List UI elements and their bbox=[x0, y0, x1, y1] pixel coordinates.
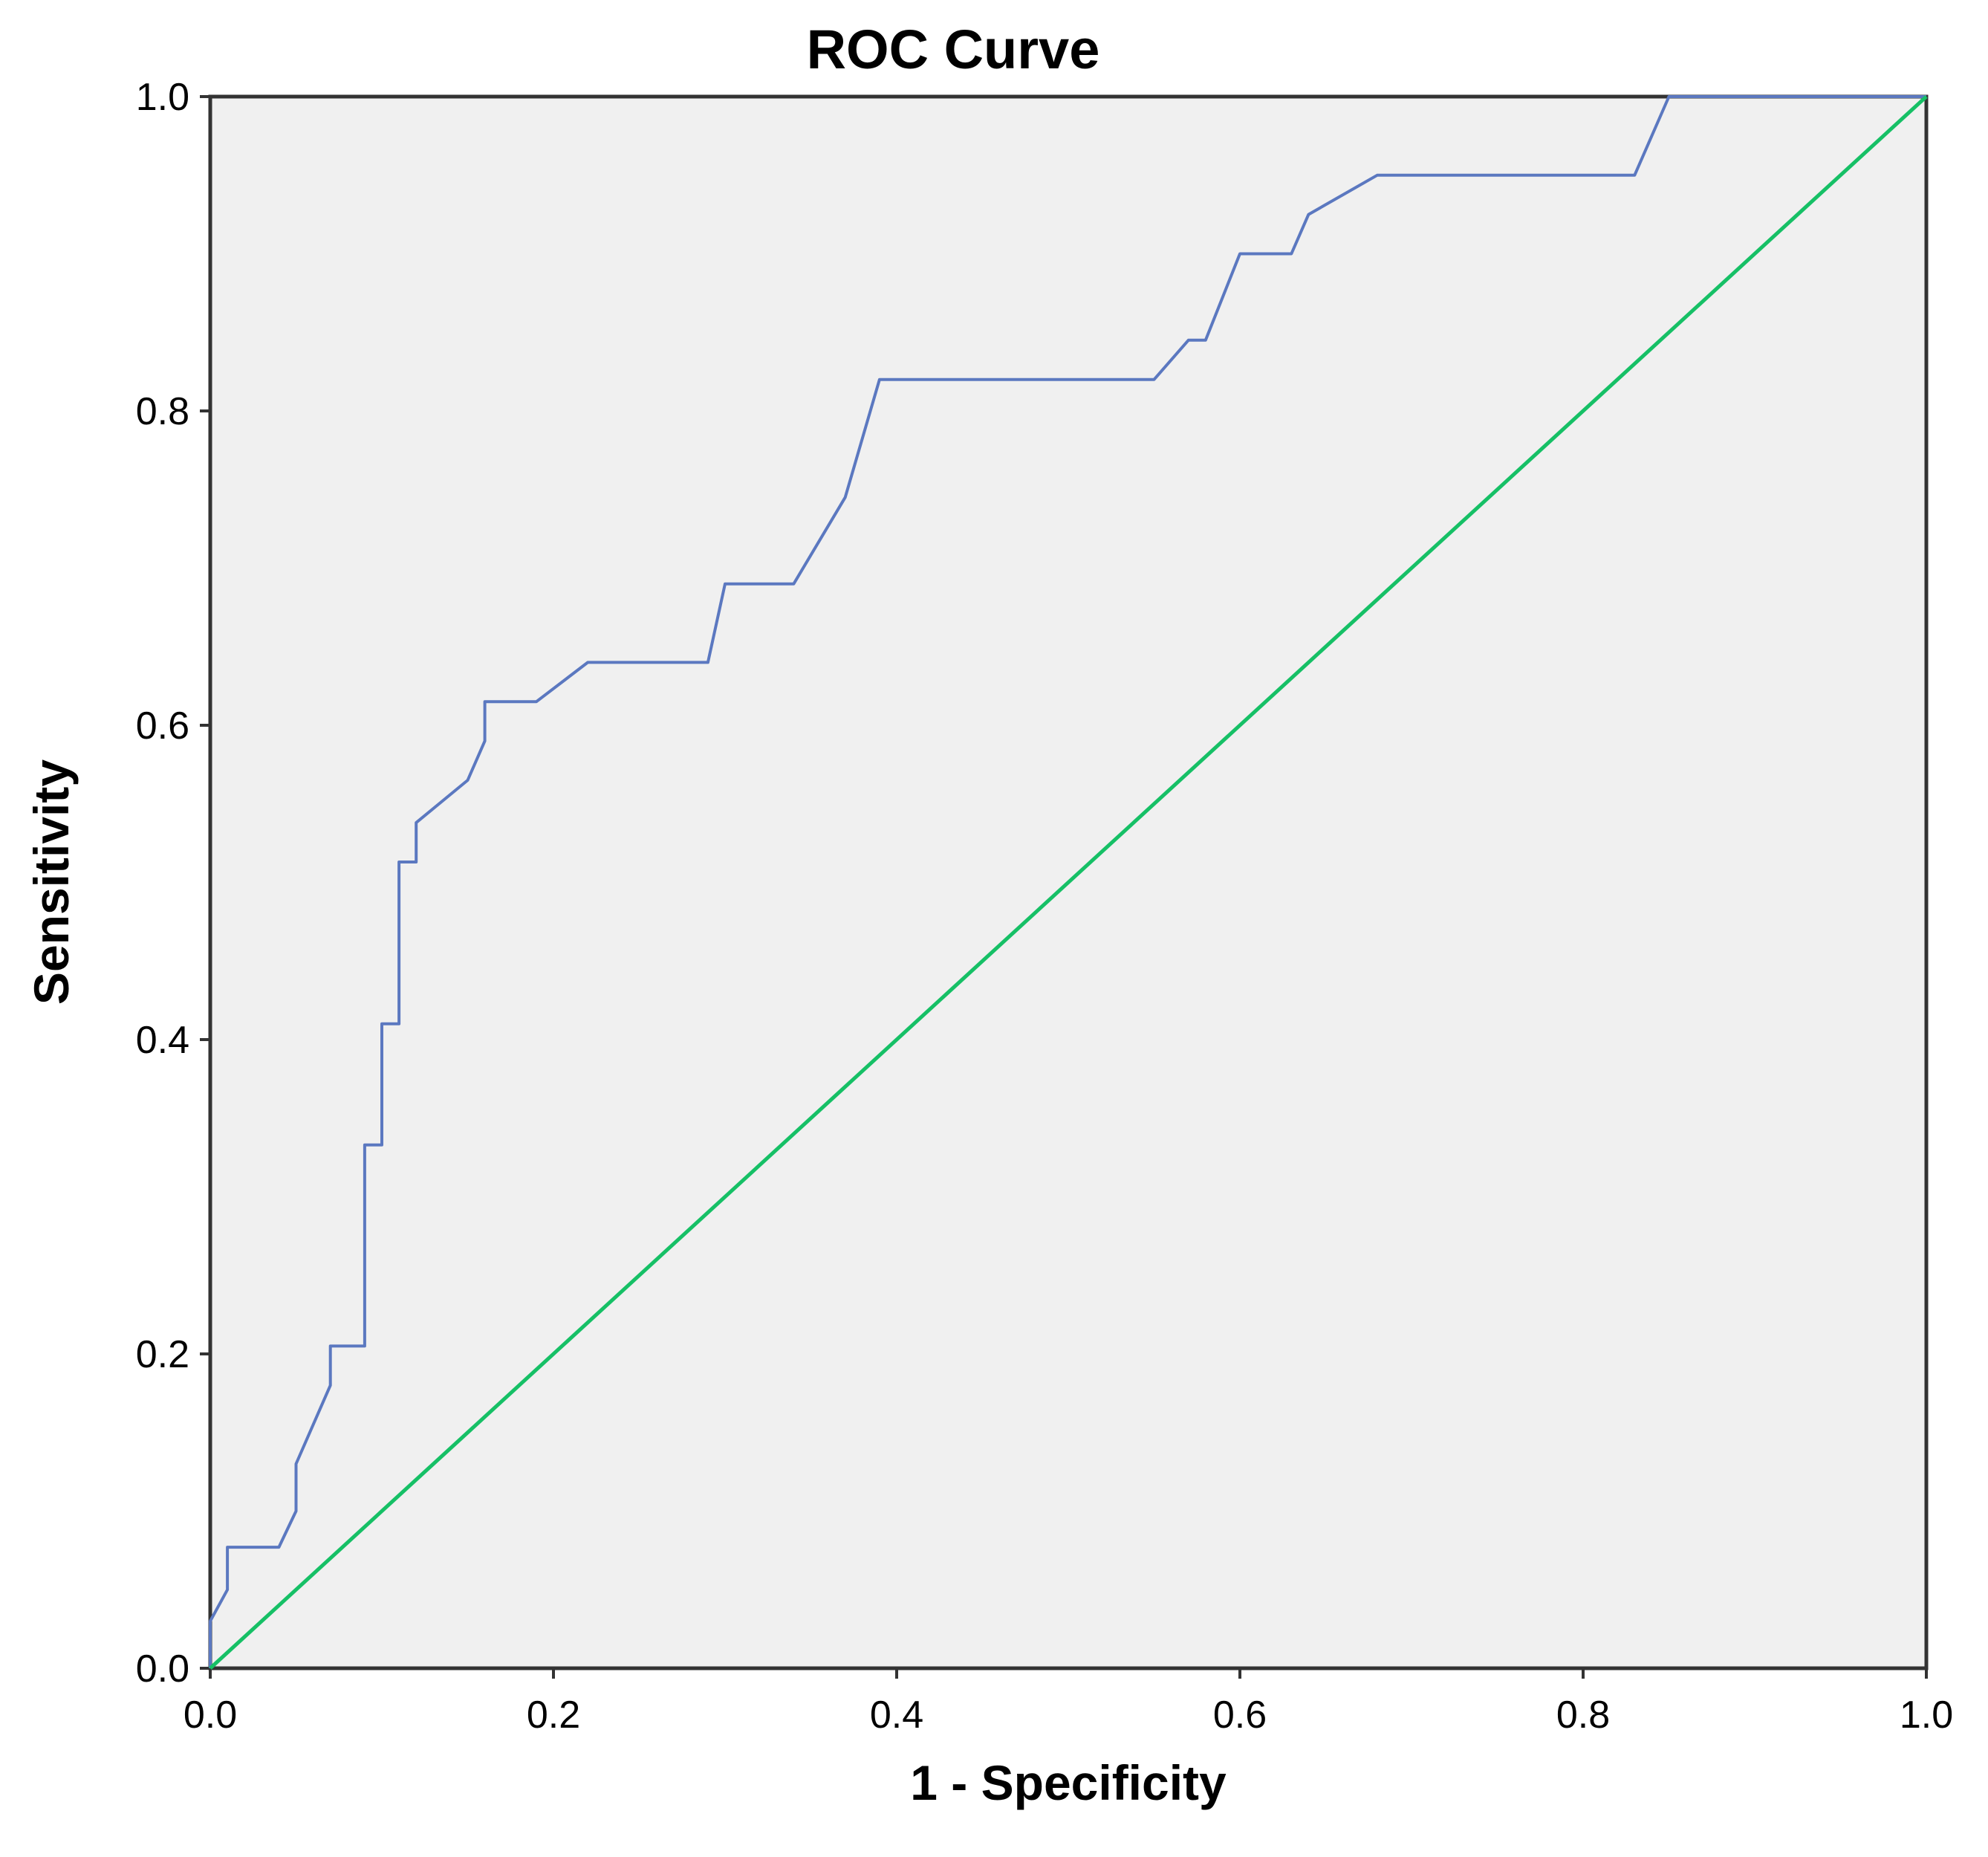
x-tick-label: 0.4 bbox=[870, 1694, 923, 1737]
x-tick-label: 1.0 bbox=[1900, 1694, 1953, 1737]
x-axis-label: 1 - Specificity bbox=[910, 1755, 1227, 1810]
y-tick-label: 0.4 bbox=[136, 1019, 189, 1062]
x-tick-label: 0.2 bbox=[527, 1694, 580, 1737]
y-tick-label: 0.2 bbox=[136, 1333, 189, 1376]
reference-diagonal-line bbox=[209, 95, 1928, 1670]
chart-title: ROC Curve bbox=[807, 19, 1100, 80]
x-tick-label: 0.8 bbox=[1556, 1694, 1610, 1737]
y-tick-label: 1.0 bbox=[136, 76, 189, 119]
y-tick-label: 0.6 bbox=[136, 704, 189, 748]
roc-curve-line bbox=[209, 95, 1926, 1668]
x-axis-ticks: 0.0 0.2 0.4 0.6 0.8 1.0 bbox=[183, 1668, 1953, 1737]
y-tick-label: 0.0 bbox=[136, 1647, 189, 1691]
y-tick-label: 0.8 bbox=[136, 390, 189, 433]
x-tick-label: 0.6 bbox=[1213, 1694, 1267, 1737]
series-layer bbox=[209, 95, 1928, 1670]
y-axis-ticks: 0.0 0.2 0.4 0.6 0.8 1.0 bbox=[136, 76, 210, 1691]
y-axis-label: Sensitivity bbox=[24, 759, 79, 1005]
x-tick-label: 0.0 bbox=[183, 1694, 237, 1737]
